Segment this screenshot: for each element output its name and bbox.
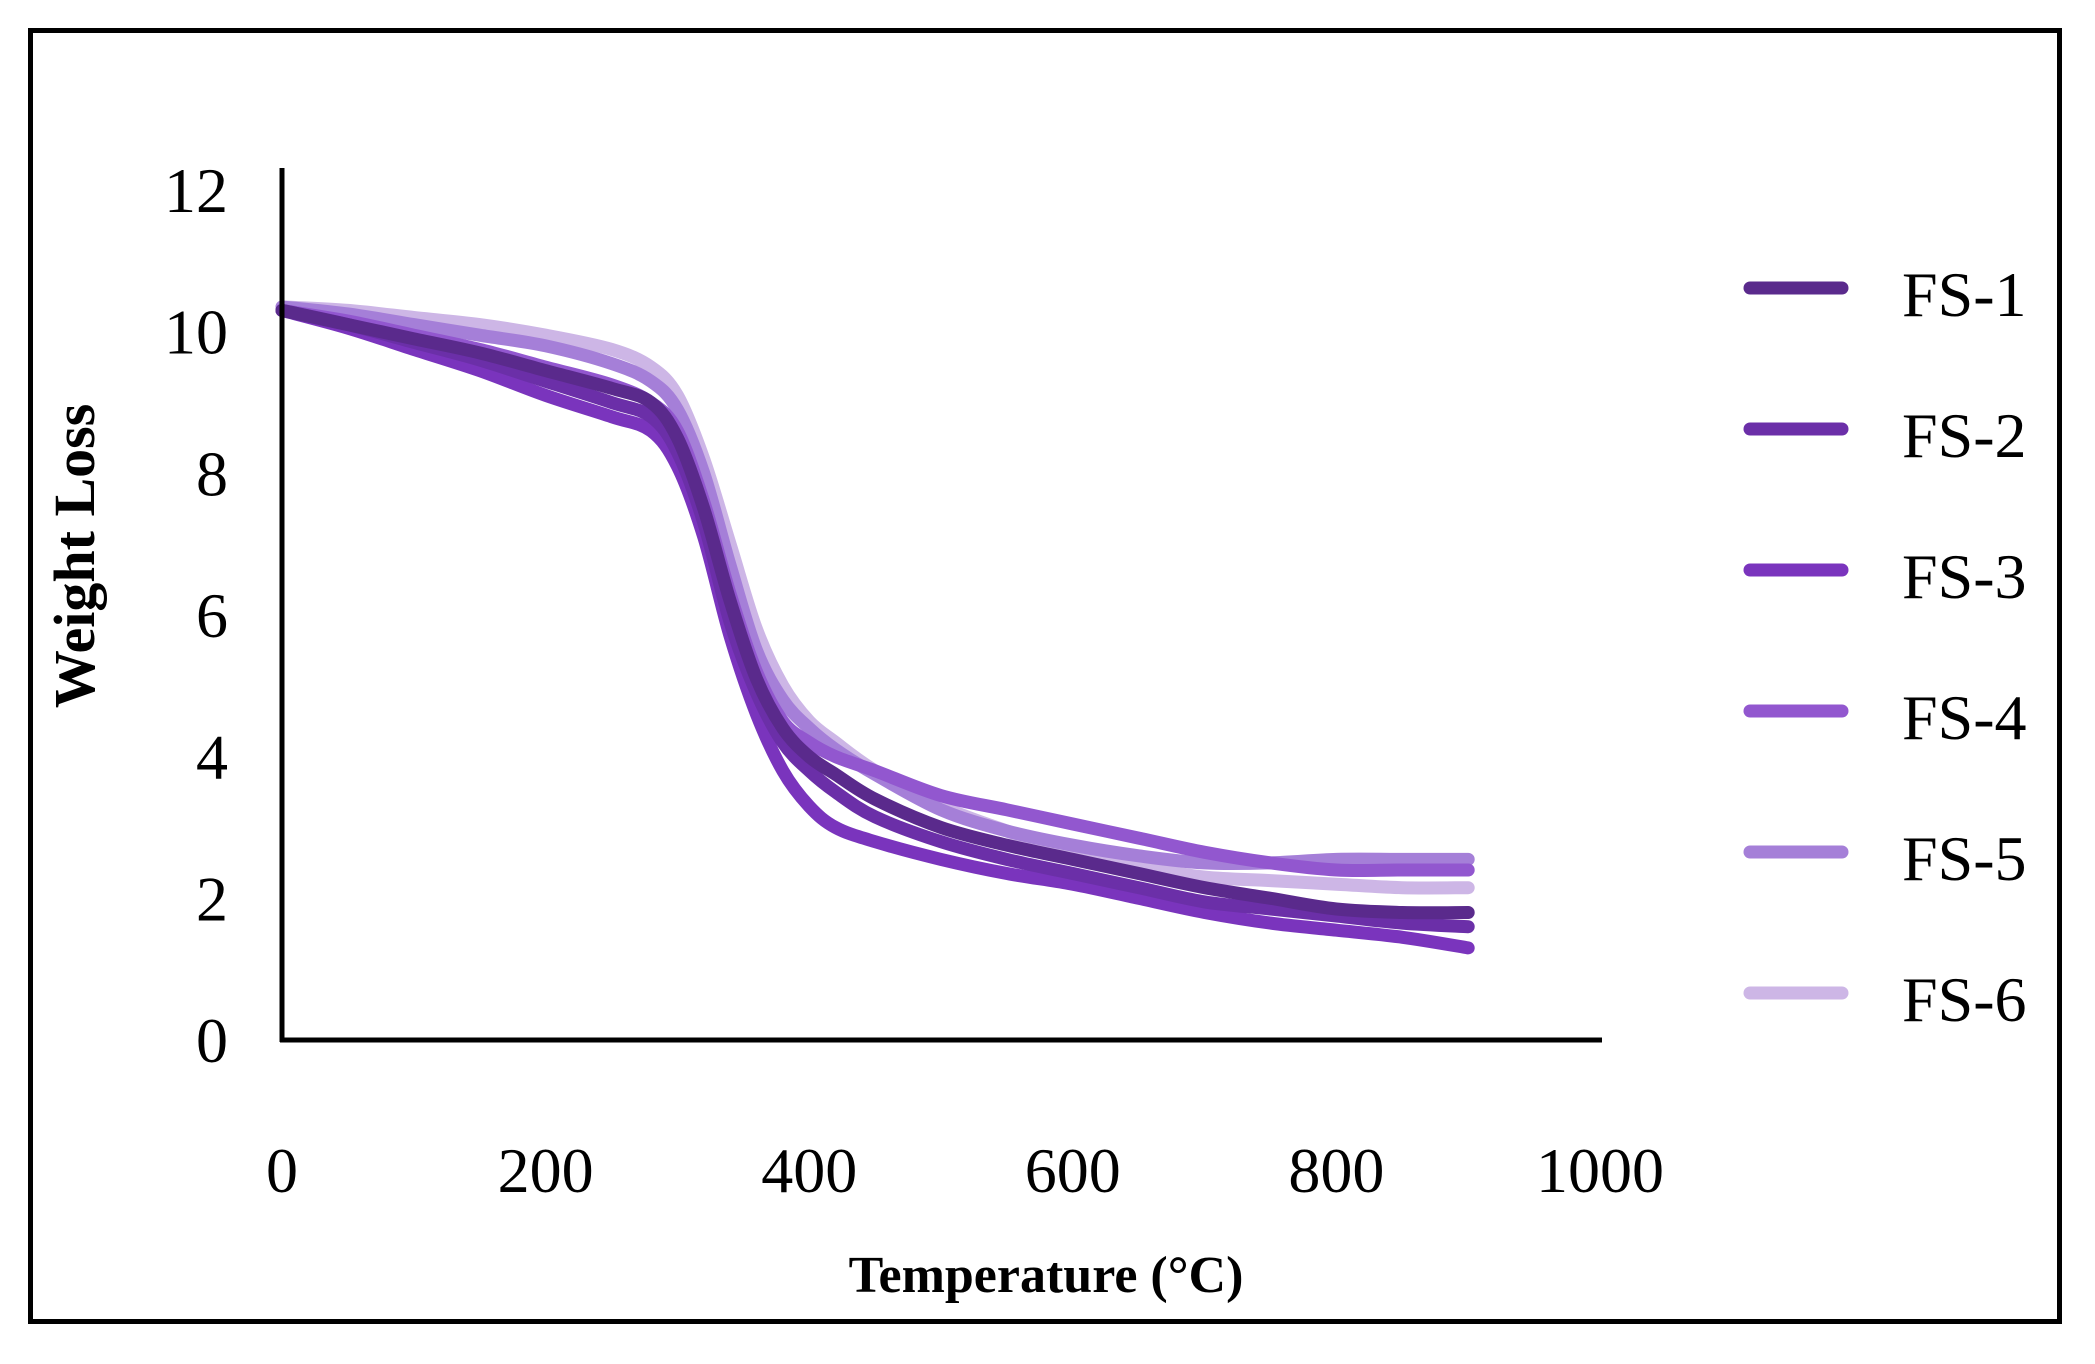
series-line-fs-1: [275, 303, 1475, 920]
y-tick-label: 6: [196, 580, 228, 651]
x-tick-label: 200: [498, 1135, 594, 1206]
legend-label: FS-1: [1902, 259, 2027, 330]
legend-label: FS-6: [1902, 964, 2027, 1035]
x-tick-label: 1000: [1536, 1135, 1664, 1206]
legend-item-fs-3: FS-3: [1743, 541, 2027, 612]
plot-lines: [275, 300, 1475, 955]
x-tick-label: 600: [1025, 1135, 1121, 1206]
y-tick-label: 10: [164, 297, 228, 368]
legend-label: FS-3: [1902, 541, 2027, 612]
legend-item-fs-4: FS-4: [1743, 682, 2027, 753]
y-tick-label: 0: [196, 1005, 228, 1076]
legend: FS-1 FS-2 FS-3 FS-4 FS-5 FS-6: [1743, 259, 2027, 1035]
series-line-fs-3: [275, 303, 1475, 955]
y-axis-title: Weight Loss: [42, 404, 107, 709]
legend-item-fs-5: FS-5: [1743, 823, 2027, 894]
x-tick-label: 0: [266, 1135, 298, 1206]
series-line-fs-2: [275, 303, 1475, 934]
legend-item-fs-6: FS-6: [1743, 964, 2027, 1035]
x-axis-title: Temperature (°C): [849, 1247, 1244, 1304]
legend-label: FS-2: [1902, 400, 2027, 471]
y-tick-label: 2: [196, 863, 228, 934]
y-tick-labels: 0 2 4 6 8 10 12: [164, 155, 228, 1076]
legend-label: FS-5: [1902, 823, 2027, 894]
legend-label: FS-4: [1902, 682, 2027, 753]
legend-item-fs-1: FS-1: [1743, 259, 2027, 330]
y-tick-label: 8: [196, 438, 228, 509]
series-line-fs-4: [275, 303, 1475, 878]
y-tick-label: 12: [164, 155, 228, 226]
figure-frame: [28, 28, 2062, 1324]
y-tick-label: 4: [196, 722, 228, 793]
series-line-fs-6: [275, 300, 1475, 895]
series-line-fs-5: [275, 300, 1475, 871]
axes: [279, 168, 1602, 1043]
x-tick-label: 800: [1288, 1135, 1384, 1206]
x-tick-label: 400: [761, 1135, 857, 1206]
x-tick-labels: 0 200 400 600 800 1000: [266, 1135, 1664, 1206]
legend-item-fs-2: FS-2: [1743, 400, 2027, 471]
